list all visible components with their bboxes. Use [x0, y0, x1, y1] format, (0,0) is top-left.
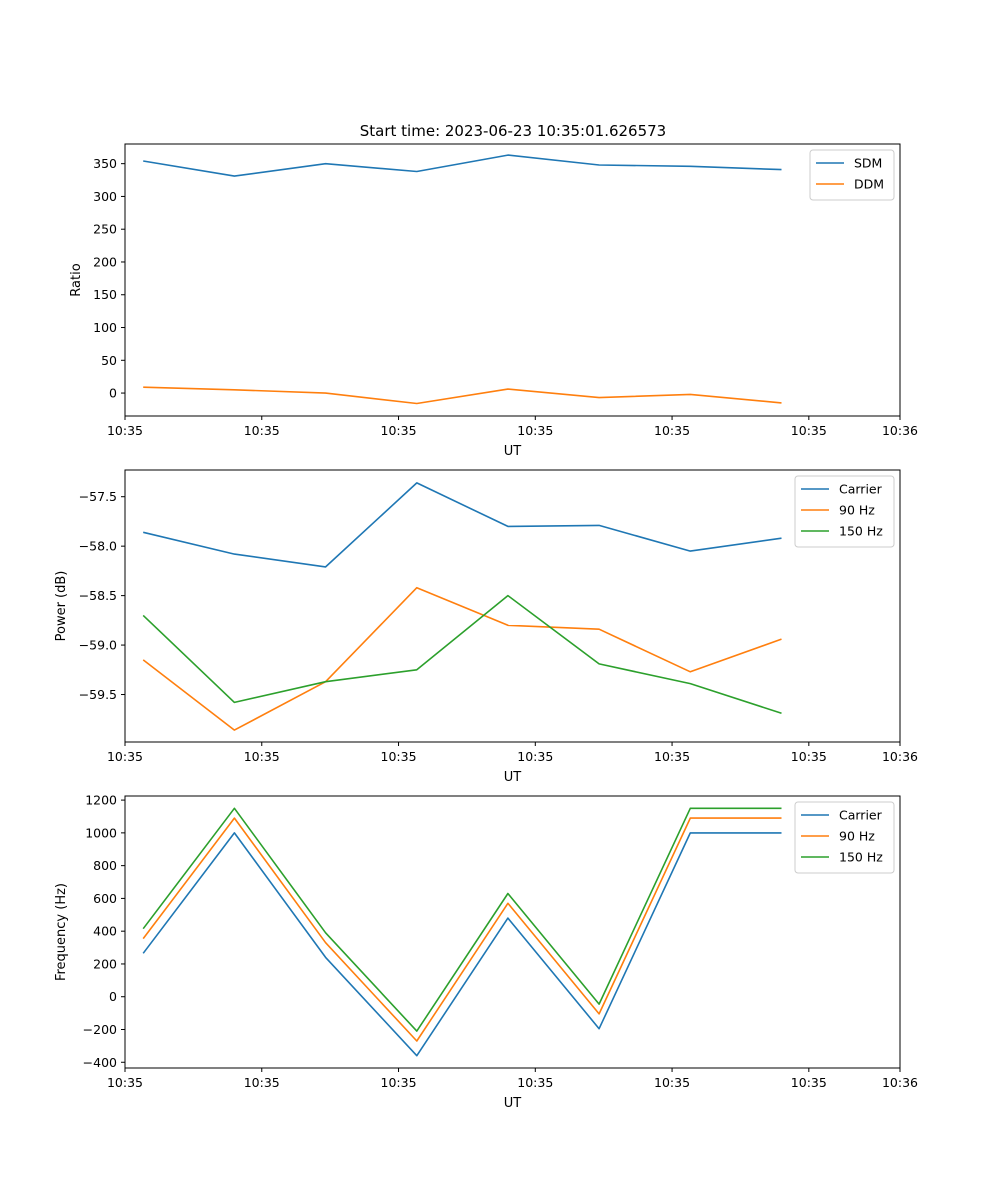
x-tick-label: 10:35: [791, 749, 827, 764]
y-tick-label: 150: [93, 287, 117, 302]
x-axis-label: UT: [504, 770, 522, 785]
y-tick-label: 1000: [85, 825, 117, 840]
chart-panel-3: 10:35 10:35 10:35 10:35 10:35 10:35 10:36 −400 −…: [54, 793, 918, 1111]
panels: 10:35 10:35 10:35 10:35 10:35 10:35 10:36 0 50 10…: [54, 143, 918, 1111]
legend: Carrier 90 Hz 150 Hz: [794, 801, 895, 874]
x-axis-label: UT: [504, 444, 522, 459]
series-line-90-hz: [142, 817, 782, 1042]
series-line-carrier: [142, 832, 782, 1057]
x-tick-label: 10:35: [654, 1075, 690, 1090]
x-tick-label: 10:35: [244, 423, 280, 438]
legend-label: SDM: [854, 156, 882, 171]
legend-label: Carrier: [839, 808, 883, 823]
y-axis-label: Ratio: [69, 263, 84, 296]
legend-box: [794, 475, 895, 548]
x-axis-label: UT: [504, 1096, 522, 1111]
x-tick-label: 10:35: [517, 423, 553, 438]
x-tick-label: 10:36: [882, 423, 918, 438]
series-line-ddm: [143, 386, 782, 405]
y-tick-label: 350: [93, 156, 117, 171]
axes-frame: [124, 143, 901, 417]
axes-frame: [124, 795, 901, 1069]
legend-box: [794, 801, 895, 874]
x-tick-label: 10:35: [107, 423, 143, 438]
y-tick-label: −200: [83, 1022, 117, 1037]
x-tick-label: 10:35: [381, 423, 417, 438]
x-tick-label: 10:35: [244, 749, 280, 764]
y-tick-label: 0: [109, 989, 117, 1004]
legend-label: 150 Hz: [839, 524, 883, 539]
chart-panel-2: 10:35 10:35 10:35 10:35 10:35 10:35 10:36 −59.5…: [54, 469, 918, 785]
series-line-sdm: [143, 154, 782, 177]
y-tick-label: −58.5: [79, 588, 117, 603]
x-tick-label: 10:35: [244, 1075, 280, 1090]
x-tick-label: 10:35: [791, 1075, 827, 1090]
y-tick-label: −59.5: [79, 687, 117, 702]
x-tick-label: 10:35: [107, 1075, 143, 1090]
y-tick-label: 0: [109, 386, 117, 401]
y-tick-label: 200: [93, 254, 117, 269]
series-line-150-hz: [142, 807, 782, 1032]
y-tick-label: −400: [83, 1055, 117, 1070]
legend: Carrier 90 Hz 150 Hz: [794, 475, 895, 548]
x-tick-label: 10:35: [381, 1075, 417, 1090]
figure-title: Start time: 2023-06-23 10:35:01.626573: [360, 122, 666, 140]
legend-label: 90 Hz: [839, 829, 875, 844]
series-line-carrier: [143, 482, 782, 568]
y-tick-label: 100: [93, 320, 117, 335]
legend-label: 90 Hz: [839, 503, 875, 518]
y-axis-label: Power (dB): [54, 571, 69, 642]
chart-panel-1: 10:35 10:35 10:35 10:35 10:35 10:35 10:36 0 50 10…: [69, 143, 918, 459]
x-tick-label: 10:35: [381, 749, 417, 764]
y-tick-label: −57.5: [79, 489, 117, 504]
legend-label: Carrier: [839, 482, 883, 497]
x-tick-label: 10:35: [517, 749, 553, 764]
series-line-90-hz: [142, 586, 782, 731]
y-tick-label: 400: [93, 924, 117, 939]
y-tick-label: 600: [93, 891, 117, 906]
x-tick-label: 10:35: [791, 423, 827, 438]
legend-label: DDM: [854, 177, 884, 192]
x-tick-label: 10:35: [517, 1075, 553, 1090]
legend-label: 150 Hz: [839, 850, 883, 865]
y-tick-label: −59.0: [79, 638, 117, 653]
y-tick-label: 50: [101, 353, 117, 368]
x-tick-label: 10:35: [107, 749, 143, 764]
x-tick-label: 10:36: [882, 1075, 918, 1090]
x-tick-label: 10:36: [882, 749, 918, 764]
x-tick-label: 10:35: [654, 749, 690, 764]
y-tick-label: 1200: [85, 793, 117, 808]
y-tick-label: 250: [93, 222, 117, 237]
y-axis-label: Frequency (Hz): [54, 883, 69, 981]
x-tick-label: 10:35: [654, 423, 690, 438]
y-tick-label: 200: [93, 956, 117, 971]
y-tick-label: −58.0: [79, 539, 117, 554]
axes-frame: [124, 469, 901, 743]
series-line-150-hz: [142, 594, 782, 715]
y-tick-label: 800: [93, 858, 117, 873]
legend: SDM DDM: [809, 149, 895, 201]
y-tick-label: 300: [93, 189, 117, 204]
